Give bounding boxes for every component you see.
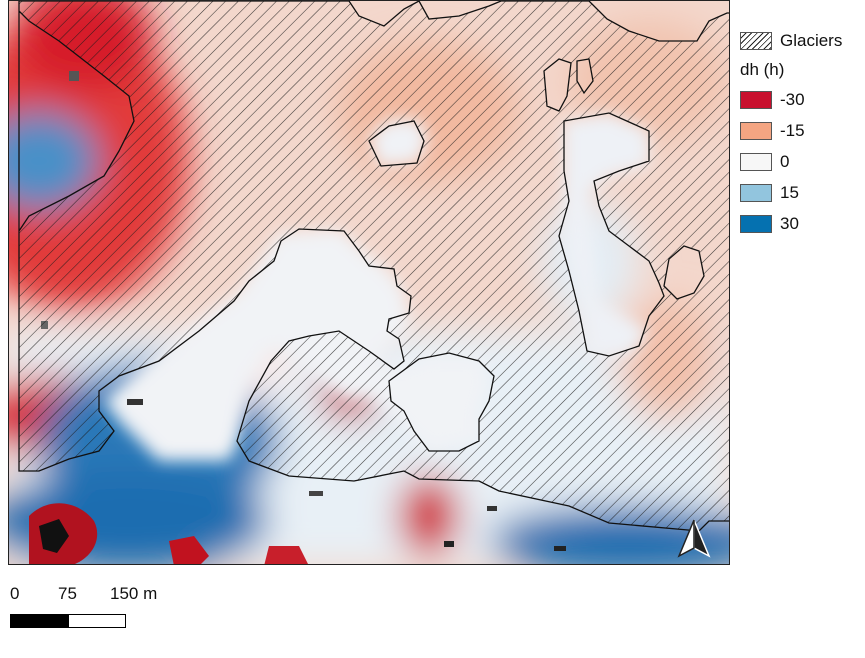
scale-label-75: 75: [58, 584, 77, 603]
legend-class-2: 0: [740, 146, 860, 177]
scale-segment-black: [10, 614, 69, 628]
speckles: [29, 71, 566, 564]
scale-label-0: 0: [10, 584, 20, 603]
scale-bar: 0 75 150 m: [10, 584, 190, 634]
legend-class-3: 15: [740, 177, 860, 208]
legend-class-label: -30: [780, 89, 805, 109]
legend-swatch: [740, 121, 772, 140]
legend-class-label: 30: [780, 213, 799, 233]
glacier-swatch: [740, 31, 772, 50]
glacier-polygon: [18, 1, 729, 532]
scale-label-150: 150 m: [110, 584, 158, 603]
legend-classes: -30 -15 0 15 30: [740, 84, 860, 239]
legend: Glaciers dh (h) -30 -15 0 15 30: [740, 25, 860, 239]
legend-glaciers-label: Glaciers: [780, 30, 843, 50]
legend-class-label: -15: [780, 120, 805, 140]
legend-class-0: -30: [740, 84, 860, 115]
scale-segment-white: [68, 614, 126, 628]
legend-class-label: 15: [780, 182, 799, 202]
legend-title: dh (h): [740, 60, 785, 79]
legend-class-label: 0: [780, 151, 790, 171]
north-arrow-icon: [676, 518, 712, 558]
legend-class-1: -15: [740, 115, 860, 146]
legend-swatch: [740, 183, 772, 202]
map-canvas[interactable]: [8, 0, 730, 565]
legend-class-4: 30: [740, 208, 860, 239]
legend-swatch: [740, 90, 772, 109]
elevation-change-map: [9, 1, 729, 564]
legend-glaciers: Glaciers: [740, 25, 860, 56]
legend-swatch: [740, 152, 772, 171]
legend-swatch: [740, 214, 772, 233]
